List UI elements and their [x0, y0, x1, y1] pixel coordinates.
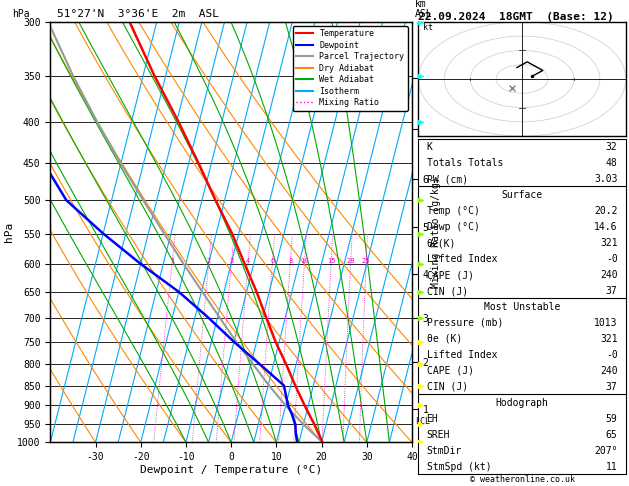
Text: Totals Totals: Totals Totals	[426, 158, 503, 168]
Text: 6: 6	[270, 258, 274, 264]
Text: 240: 240	[600, 366, 618, 376]
Text: Dewp (°C): Dewp (°C)	[426, 222, 479, 232]
Text: Hodograph: Hodograph	[496, 398, 548, 408]
Legend: Temperature, Dewpoint, Parcel Trajectory, Dry Adiabat, Wet Adiabat, Isotherm, Mi: Temperature, Dewpoint, Parcel Trajectory…	[293, 26, 408, 111]
Text: 25: 25	[362, 258, 370, 264]
Text: -0: -0	[606, 350, 618, 360]
Text: hPa: hPa	[13, 9, 30, 19]
Text: CIN (J): CIN (J)	[426, 382, 468, 392]
Text: 1013: 1013	[594, 318, 618, 328]
Text: Lifted Index: Lifted Index	[426, 350, 497, 360]
Text: StmDir: StmDir	[426, 446, 462, 456]
Text: CAPE (J): CAPE (J)	[426, 366, 474, 376]
Text: θe (K): θe (K)	[426, 334, 462, 344]
Text: 240: 240	[600, 270, 618, 280]
Text: 37: 37	[606, 382, 618, 392]
Text: Pressure (mb): Pressure (mb)	[426, 318, 503, 328]
Text: K: K	[426, 142, 433, 152]
Text: Lifted Index: Lifted Index	[426, 254, 497, 264]
Text: 207°: 207°	[594, 446, 618, 456]
Text: θe(K): θe(K)	[426, 238, 456, 248]
Text: 15: 15	[327, 258, 335, 264]
Text: 3: 3	[229, 258, 233, 264]
Text: 321: 321	[600, 334, 618, 344]
Text: km
ASL: km ASL	[415, 0, 433, 19]
Text: PW (cm): PW (cm)	[426, 174, 468, 184]
Text: EH: EH	[426, 414, 438, 424]
Text: CAPE (J): CAPE (J)	[426, 270, 474, 280]
Text: 20.2: 20.2	[594, 206, 618, 216]
Text: 59: 59	[606, 414, 618, 424]
Text: 11: 11	[606, 462, 618, 472]
Text: CIN (J): CIN (J)	[426, 286, 468, 296]
Text: 48: 48	[606, 158, 618, 168]
Text: 65: 65	[606, 430, 618, 440]
Text: Surface: Surface	[501, 190, 543, 200]
Text: 3.03: 3.03	[594, 174, 618, 184]
Text: 2: 2	[206, 258, 211, 264]
Text: 37: 37	[606, 286, 618, 296]
Text: LCL: LCL	[416, 417, 431, 426]
Text: 10: 10	[300, 258, 309, 264]
Text: -0: -0	[606, 254, 618, 264]
Text: 1: 1	[170, 258, 174, 264]
Text: 32: 32	[606, 142, 618, 152]
Text: StmSpd (kt): StmSpd (kt)	[426, 462, 491, 472]
Y-axis label: Mixing Ratio (g/kg): Mixing Ratio (g/kg)	[431, 176, 441, 288]
Text: 14.6: 14.6	[594, 222, 618, 232]
Y-axis label: hPa: hPa	[4, 222, 14, 242]
Text: © weatheronline.co.uk: © weatheronline.co.uk	[470, 474, 574, 484]
Text: 321: 321	[600, 238, 618, 248]
X-axis label: Dewpoint / Temperature (°C): Dewpoint / Temperature (°C)	[140, 465, 322, 475]
Text: 4: 4	[246, 258, 250, 264]
Text: SREH: SREH	[426, 430, 450, 440]
Text: kt: kt	[423, 23, 433, 33]
Text: 51°27'N  3°36'E  2m  ASL: 51°27'N 3°36'E 2m ASL	[57, 9, 219, 19]
Text: 20: 20	[347, 258, 355, 264]
Text: Temp (°C): Temp (°C)	[426, 206, 479, 216]
Text: 8: 8	[288, 258, 292, 264]
Text: 22.09.2024  18GMT  (Base: 12): 22.09.2024 18GMT (Base: 12)	[418, 12, 614, 22]
Text: Most Unstable: Most Unstable	[484, 302, 560, 312]
